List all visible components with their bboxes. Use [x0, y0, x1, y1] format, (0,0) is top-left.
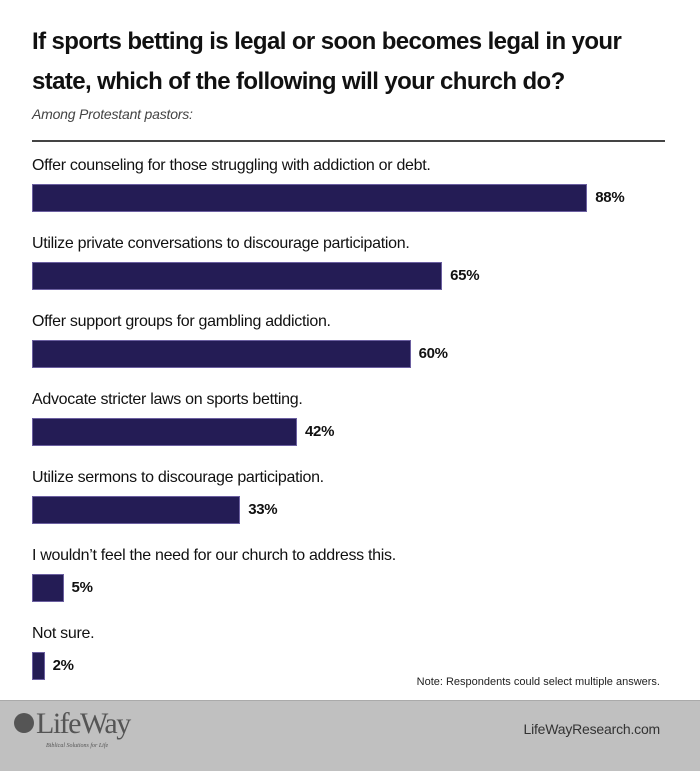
bar	[32, 574, 64, 602]
value-label: 42%	[305, 423, 335, 440]
bar-row: Offer support groups for gambling addict…	[32, 313, 672, 385]
category-label: Not sure.	[32, 625, 95, 642]
category-label: Advocate stricter laws on sports betting…	[32, 391, 303, 408]
bar-row: Not sure. 2%	[32, 625, 672, 697]
value-label: 65%	[450, 267, 480, 284]
bar-row: Advocate stricter laws on sports betting…	[32, 391, 672, 463]
value-label: 33%	[248, 501, 278, 518]
logo-tagline: Biblical Solutions for Life	[46, 743, 109, 749]
category-label: I wouldn’t feel the need for our church …	[32, 547, 396, 564]
bar-row: Utilize sermons to discourage participat…	[32, 469, 672, 541]
footer: LifeWay Biblical Solutions for Life Life…	[0, 700, 700, 771]
bar-row: I wouldn’t feel the need for our church …	[32, 547, 672, 619]
bar	[32, 184, 588, 212]
category-label: Utilize sermons to discourage participat…	[32, 469, 324, 486]
category-label: Offer counseling for those struggling wi…	[32, 157, 431, 174]
bar	[32, 652, 45, 680]
website-link[interactable]: LifeWayResearch.com	[523, 721, 660, 737]
bar-row: Offer counseling for those struggling wi…	[32, 157, 672, 229]
chart-subtitle: Among Protestant pastors:	[32, 106, 193, 122]
category-label: Offer support groups for gambling addict…	[32, 313, 331, 330]
value-label: 2%	[52, 657, 74, 674]
lifeway-logo: LifeWay Biblical Solutions for Life	[14, 707, 134, 755]
bar	[32, 340, 411, 368]
chart-note: Note: Respondents could select multiple …	[416, 676, 660, 688]
category-label: Utilize private conversations to discour…	[32, 235, 410, 252]
value-label: 5%	[71, 579, 93, 596]
divider	[32, 140, 665, 142]
bar	[32, 262, 443, 290]
lifeway-logo-icon	[14, 713, 34, 733]
value-label: 60%	[418, 345, 448, 362]
chart-title: If sports betting is legal or soon becom…	[32, 28, 622, 95]
bar	[32, 496, 241, 524]
bar	[32, 418, 298, 446]
value-label: 88%	[595, 189, 625, 206]
logo-text: LifeWay	[36, 707, 131, 740]
bar-row: Utilize private conversations to discour…	[32, 235, 672, 307]
